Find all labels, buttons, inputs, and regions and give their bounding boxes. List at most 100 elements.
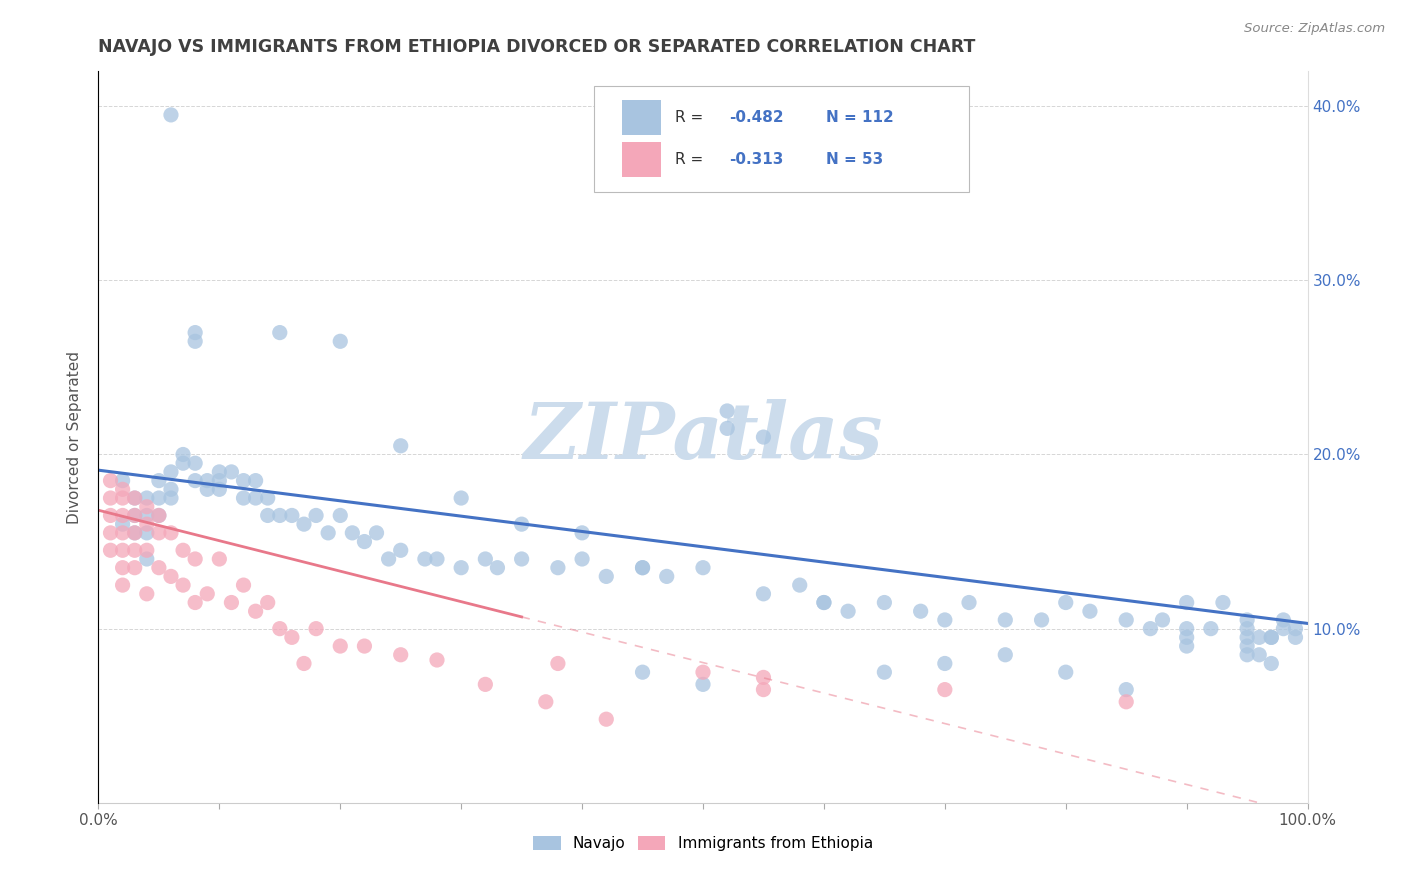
Text: N = 53: N = 53 <box>827 152 883 167</box>
Point <box>245 474 267 488</box>
Point <box>124 560 146 574</box>
Point <box>111 525 134 540</box>
Point <box>486 560 509 574</box>
Text: N = 112: N = 112 <box>827 110 894 125</box>
Point <box>292 657 315 671</box>
Point <box>1175 639 1198 653</box>
Text: R =: R = <box>675 152 709 167</box>
Point <box>716 421 738 435</box>
Point <box>160 491 183 505</box>
Point <box>221 595 243 609</box>
Point <box>124 525 146 540</box>
Point <box>148 491 170 505</box>
Point <box>957 595 980 609</box>
Point <box>148 560 170 574</box>
Point <box>195 587 218 601</box>
Point <box>232 474 254 488</box>
Point <box>135 500 157 514</box>
Point <box>269 622 291 636</box>
Point <box>100 525 122 540</box>
Point <box>208 465 231 479</box>
Point <box>1115 682 1137 697</box>
Point <box>124 491 146 505</box>
Point <box>1260 631 1282 645</box>
Point <box>752 682 775 697</box>
Point <box>124 508 146 523</box>
Point <box>837 604 859 618</box>
Point <box>994 648 1017 662</box>
Point <box>342 525 364 540</box>
Point <box>426 653 449 667</box>
Point <box>934 613 956 627</box>
Point <box>994 613 1017 627</box>
Point <box>1152 613 1174 627</box>
FancyBboxPatch shape <box>595 86 969 192</box>
Point <box>716 404 738 418</box>
Text: NAVAJO VS IMMIGRANTS FROM ETHIOPIA DIVORCED OR SEPARATED CORRELATION CHART: NAVAJO VS IMMIGRANTS FROM ETHIOPIA DIVOR… <box>98 38 976 56</box>
Point <box>595 712 617 726</box>
Text: ZIPatlas: ZIPatlas <box>523 399 883 475</box>
Point <box>269 508 291 523</box>
Point <box>571 525 593 540</box>
Point <box>571 552 593 566</box>
Bar <box>621 100 661 135</box>
Point <box>474 552 496 566</box>
Point <box>329 639 352 653</box>
Text: R =: R = <box>675 110 709 125</box>
Point <box>910 604 932 618</box>
Point <box>111 543 134 558</box>
Point <box>184 326 207 340</box>
Point <box>1175 595 1198 609</box>
Point <box>389 439 412 453</box>
Point <box>184 474 207 488</box>
Point <box>208 474 231 488</box>
Point <box>232 578 254 592</box>
Point <box>124 543 146 558</box>
Point <box>100 543 122 558</box>
Point <box>208 552 231 566</box>
Text: -0.313: -0.313 <box>730 152 785 167</box>
Point <box>1249 631 1271 645</box>
Point <box>413 552 436 566</box>
Point <box>329 508 352 523</box>
Point <box>195 483 218 497</box>
Point <box>1078 604 1101 618</box>
Point <box>1236 613 1258 627</box>
Point <box>148 525 170 540</box>
Point <box>1284 631 1306 645</box>
Point <box>184 456 207 470</box>
Point <box>160 483 183 497</box>
Point <box>1272 613 1295 627</box>
Point <box>245 604 267 618</box>
Point <box>450 491 472 505</box>
Point <box>135 587 157 601</box>
Point <box>245 491 267 505</box>
Point <box>1236 622 1258 636</box>
Point <box>1249 648 1271 662</box>
Point <box>160 108 183 122</box>
Point <box>160 465 183 479</box>
Point <box>1175 631 1198 645</box>
Point <box>100 474 122 488</box>
Point <box>655 569 678 583</box>
Point <box>100 491 122 505</box>
Point <box>111 491 134 505</box>
Point <box>111 517 134 532</box>
Point <box>184 552 207 566</box>
Point <box>1236 631 1258 645</box>
Point <box>692 677 714 691</box>
Point <box>1236 648 1258 662</box>
Point <box>184 595 207 609</box>
Point <box>1054 665 1077 680</box>
Y-axis label: Divorced or Separated: Divorced or Separated <box>67 351 83 524</box>
Point <box>269 326 291 340</box>
Text: -0.482: -0.482 <box>730 110 785 125</box>
Point <box>148 508 170 523</box>
Point <box>813 595 835 609</box>
Point <box>160 525 183 540</box>
Point <box>1031 613 1053 627</box>
Point <box>631 560 654 574</box>
Point <box>221 465 243 479</box>
Point <box>789 578 811 592</box>
Point <box>232 491 254 505</box>
